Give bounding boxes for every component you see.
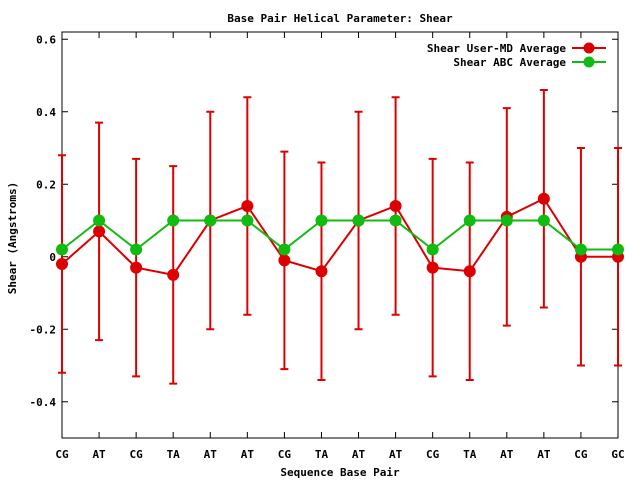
series-line [61,219,618,251]
data-point [426,261,439,274]
x-tick-label: CG [55,448,69,461]
legend-swatch-marker [583,56,595,68]
x-tick-label: CG [574,448,588,461]
x-tick-label: GC [611,448,624,461]
data-point [463,214,476,227]
x-tick-label: AT [537,448,551,461]
data-point [241,214,254,227]
series-layer [56,89,624,385]
x-tick-label: AT [204,448,218,461]
x-tick-label: AT [241,448,255,461]
data-point [56,243,68,256]
x-tick-label: AT [352,448,366,461]
data-point [389,214,402,227]
x-axis: CG AT CG TA AT AT CG TA AT AT CG TA AT AT CG GC [55,32,625,461]
x-tick-label: CG [426,448,440,461]
plot-frame [61,31,619,439]
legend-swatch-marker [583,42,595,54]
y-tick-label: -0.2 [30,323,57,336]
chart-title: Base Pair Helical Parameter: Shear [227,12,453,25]
data-point [130,261,143,274]
y-tick-label: 0 [49,251,56,264]
data-point [278,254,291,267]
x-tick-label: TA [167,448,181,461]
data-point [574,243,587,256]
y-axis: -0.4 -0.2 0 0.2 0.4 0.6 [30,33,618,409]
x-tick-label: AT [389,448,403,461]
x-tick-label: TA [463,448,477,461]
data-point [167,214,180,227]
data-point [537,214,550,227]
x-tick-label: CG [130,448,144,461]
x-tick-label: CG [278,448,292,461]
data-point [463,265,476,278]
y-axis-label: Shear (Angstroms) [6,182,19,295]
data-point [612,243,624,256]
data-point [241,200,254,212]
data-point [426,243,439,256]
x-tick-label: AT [500,448,514,461]
data-point [56,258,68,270]
data-point [93,225,106,238]
legend-label: Shear User-MD Average [427,42,566,55]
y-tick-label: 0.4 [36,106,56,119]
data-point [500,214,513,227]
data-point [278,243,291,256]
data-point [130,243,143,256]
data-point [315,265,328,278]
series-line [61,197,618,276]
series-2 [56,214,624,256]
data-point [352,214,365,227]
x-axis-label: Sequence Base Pair [280,466,400,479]
y-tick-label: -0.4 [30,396,57,409]
x-tick-label: TA [315,448,329,461]
y-tick-label: 0.2 [36,178,56,191]
data-point [204,214,217,227]
data-point [315,214,328,227]
legend-label: Shear ABC Average [453,56,566,69]
series-1 [56,89,624,385]
data-point [93,214,106,227]
data-point [537,192,550,205]
y-tick-label: 0.6 [36,33,56,46]
data-point [167,268,180,281]
data-point [389,200,402,212]
x-tick-label: AT [92,448,106,461]
